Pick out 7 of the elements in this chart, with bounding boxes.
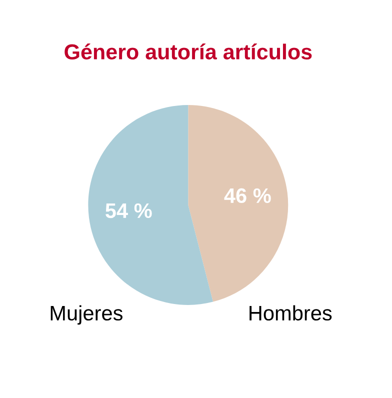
data-label: 54 % xyxy=(106,203,152,218)
chart-title: Género autoría artículos xyxy=(64,44,312,60)
pie-slice xyxy=(88,104,214,305)
pie-slice xyxy=(188,104,288,302)
data-label: 46 % xyxy=(224,188,271,204)
slice-label: Hombres xyxy=(250,305,332,321)
slice-label: Mujeres xyxy=(50,305,122,325)
